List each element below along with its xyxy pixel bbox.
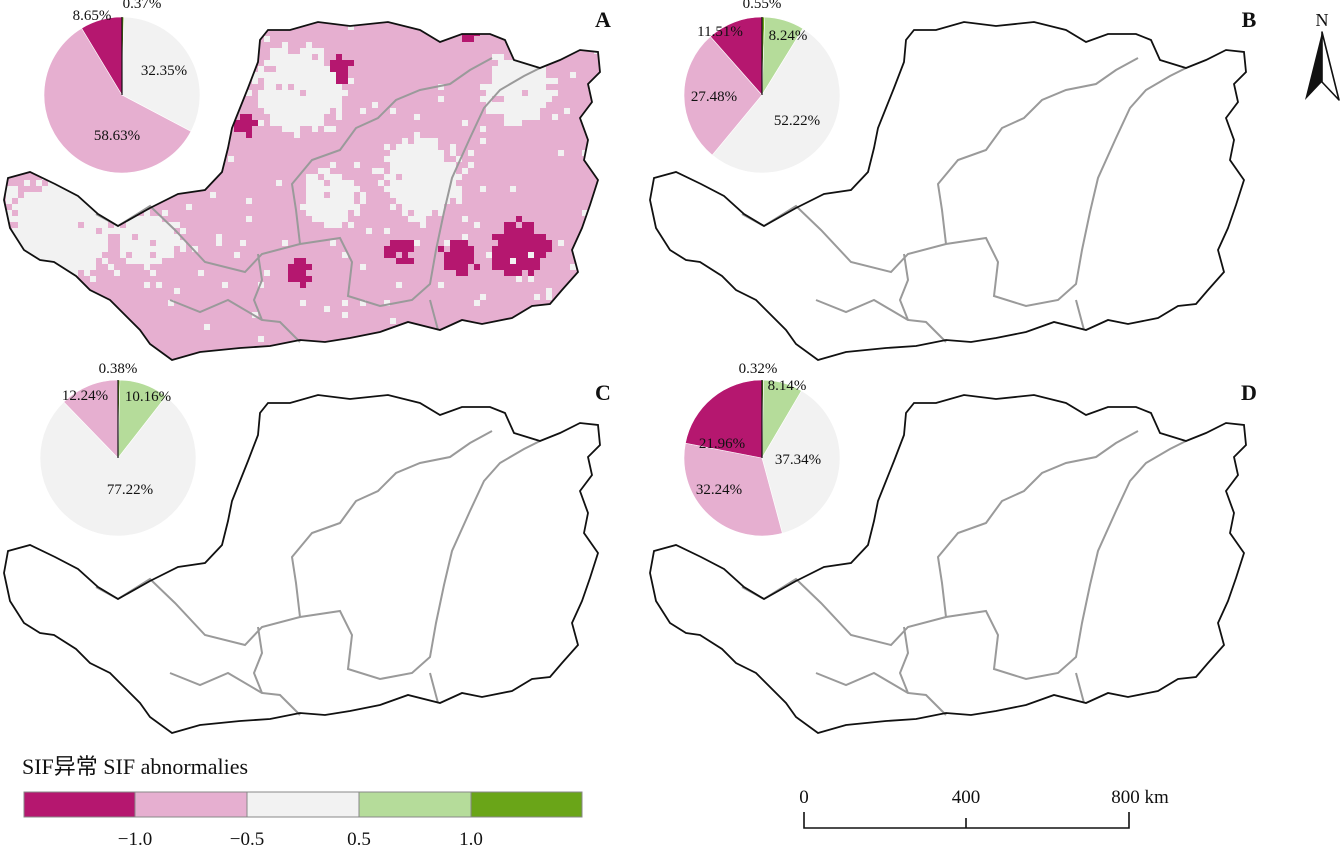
pie-label-a-3: 8.65%	[73, 8, 112, 24]
legend-swatch-strong-negative	[23, 791, 136, 818]
region-outline-c	[3, 394, 601, 734]
pie-label-b-2: 52.22%	[774, 113, 820, 129]
panel-letter-b: B	[1242, 7, 1257, 32]
scale-bar: 0 400 800 km	[799, 787, 1169, 829]
pie-label-d-4: 21.96%	[699, 436, 745, 452]
map-panel-b: 0.55% 8.24% 52.22% 27.48% 11.51% B	[649, 0, 1257, 361]
pie-chart-a: 0.37% 32.35% 58.63% 8.65%	[43, 0, 201, 174]
pie-label-d-1: 8.14%	[768, 378, 807, 394]
legend-swatch-weak-positive	[358, 791, 472, 818]
pie-chart-d: 0.32%8.14% 37.34% 32.24% 21.96%	[683, 361, 841, 537]
scale-label-800: 800 km	[1111, 787, 1169, 808]
pie-slice-b-normal	[711, 28, 841, 174]
province-boundaries-d	[741, 430, 1187, 716]
scale-label-0: 0	[799, 787, 809, 808]
region-outline-d	[649, 394, 1247, 734]
pie-slice-d-strong-neg	[685, 379, 763, 459]
pie-label-b-4: 11.51%	[697, 24, 743, 40]
pie-label-b-3: 27.48%	[691, 89, 737, 105]
pie-label-c-0: 0.38%	[99, 361, 138, 377]
map-panel-c: 0.38% 10.16% 77.22% 12.24% C	[3, 361, 611, 734]
legend-swatch-normal	[246, 791, 360, 818]
pie-label-d-2: 37.34%	[775, 452, 821, 468]
legend-title: SIF异常 SIF abnormalies	[22, 754, 248, 779]
legend-swatch-weak-negative	[134, 791, 248, 818]
province-boundaries-b	[741, 57, 1187, 343]
legend: SIF异常 SIF abnormalies −1.0 −0.5 0.5 1.0	[22, 754, 583, 850]
legend-tick-0-5: 0.5	[347, 829, 371, 850]
legend-tick-minus-1: −1.0	[118, 829, 152, 850]
legend-tick-minus-0-5: −0.5	[230, 829, 264, 850]
scale-label-400: 400	[952, 787, 981, 808]
pie-label-a-0: 0.37%	[123, 0, 162, 12]
pie-label-d-0: 0.32%	[739, 361, 778, 377]
pie-label-d-3: 32.24%	[696, 482, 742, 498]
pie-chart-b: 0.55% 8.24% 52.22% 27.48% 11.51%	[683, 0, 841, 174]
pie-slice-d-weak-neg	[683, 442, 783, 537]
pie-slice-a-normal	[121, 16, 201, 132]
pie-slice-a-weak-neg	[43, 27, 192, 174]
north-arrow-label: N	[1316, 10, 1329, 30]
legend-swatch-strong-positive	[470, 791, 583, 818]
map-panel-d: 0.32%8.14% 37.34% 32.24% 21.96% D	[649, 361, 1257, 734]
panel-letter-c: C	[595, 380, 611, 405]
pie-label-a-1: 32.35%	[141, 63, 187, 79]
map-panel-a: 0.37% 32.35% 58.63% 8.65% A	[3, 0, 611, 361]
pie-slice-c-weak-neg	[63, 379, 119, 459]
pie-slice-d-normal	[761, 390, 841, 534]
pie-label-c-1: 10.16%	[125, 389, 171, 405]
panel-letter-d: D	[1241, 380, 1257, 405]
scale-bar-line	[803, 812, 1130, 829]
province-boundaries-a	[95, 57, 541, 343]
pie-slice-c-normal	[39, 396, 197, 537]
pie-label-c-3: 12.24%	[62, 388, 108, 404]
north-arrow: N	[1305, 10, 1340, 101]
province-boundaries-c	[95, 430, 541, 716]
legend-tick-1: 1.0	[459, 829, 483, 850]
pie-chart-c: 0.38% 10.16% 77.22% 12.24%	[39, 361, 197, 537]
pie-label-b-1: 8.24%	[769, 28, 808, 44]
north-arrow-outline-icon	[1321, 31, 1340, 101]
region-outline-b	[649, 21, 1247, 361]
pie-label-c-2: 77.22%	[107, 482, 153, 498]
region-outline-a	[3, 21, 601, 361]
pie-label-a-2: 58.63%	[94, 128, 140, 144]
panel-letter-a: A	[595, 7, 611, 32]
pie-slice-b-weak-neg	[683, 36, 763, 156]
pie-label-b-0: 0.55%	[743, 0, 782, 12]
north-arrow-icon	[1305, 32, 1322, 100]
